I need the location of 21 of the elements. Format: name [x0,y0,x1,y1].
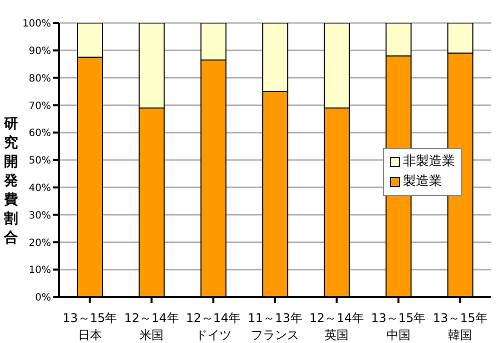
y-tick-label: 90% [28,46,51,57]
y-tick-label: 40% [28,182,51,194]
y-tick-label: 60% [28,128,51,140]
legend-label: 製造業 [403,173,442,191]
x-tick-label: 11～13年フランス [246,310,304,343]
y-tick-label: 0% [35,292,51,304]
y-tick-label: 50% [28,156,51,167]
x-tick-label: 12～14年ドイツ [185,310,242,343]
legend-label: 非製造業 [403,153,455,171]
y-tick-label: 80% [28,73,51,84]
y-tick-label: 70% [28,100,51,112]
y-tick-label: 30% [28,210,51,222]
x-tick-label: 12～14年英国 [308,310,365,343]
y-tick-label: 10% [28,265,51,276]
x-tick-label: 13～15年韓国 [432,310,488,343]
y-tick-label: 100% [22,18,51,30]
x-tick-label: 12～14年米国 [123,310,180,343]
x-tick-label: 13～15年中国 [370,310,427,343]
y-tick-label: 20% [28,238,51,249]
y-axis-title: 研究開発費割合 [2,115,19,248]
x-tick-label: 13～15年日本 [62,310,118,343]
